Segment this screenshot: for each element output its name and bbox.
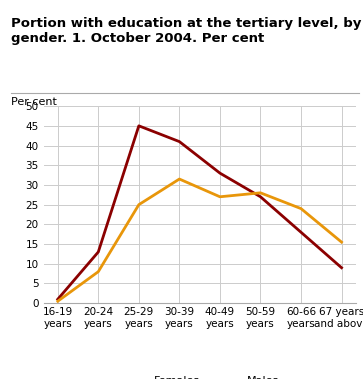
Text: Portion with education at the tertiary level, by age and
gender. 1. October 2004: Portion with education at the tertiary l… — [11, 17, 363, 45]
Legend: Females, Males: Females, Males — [116, 372, 283, 379]
Text: Per cent: Per cent — [11, 97, 57, 106]
